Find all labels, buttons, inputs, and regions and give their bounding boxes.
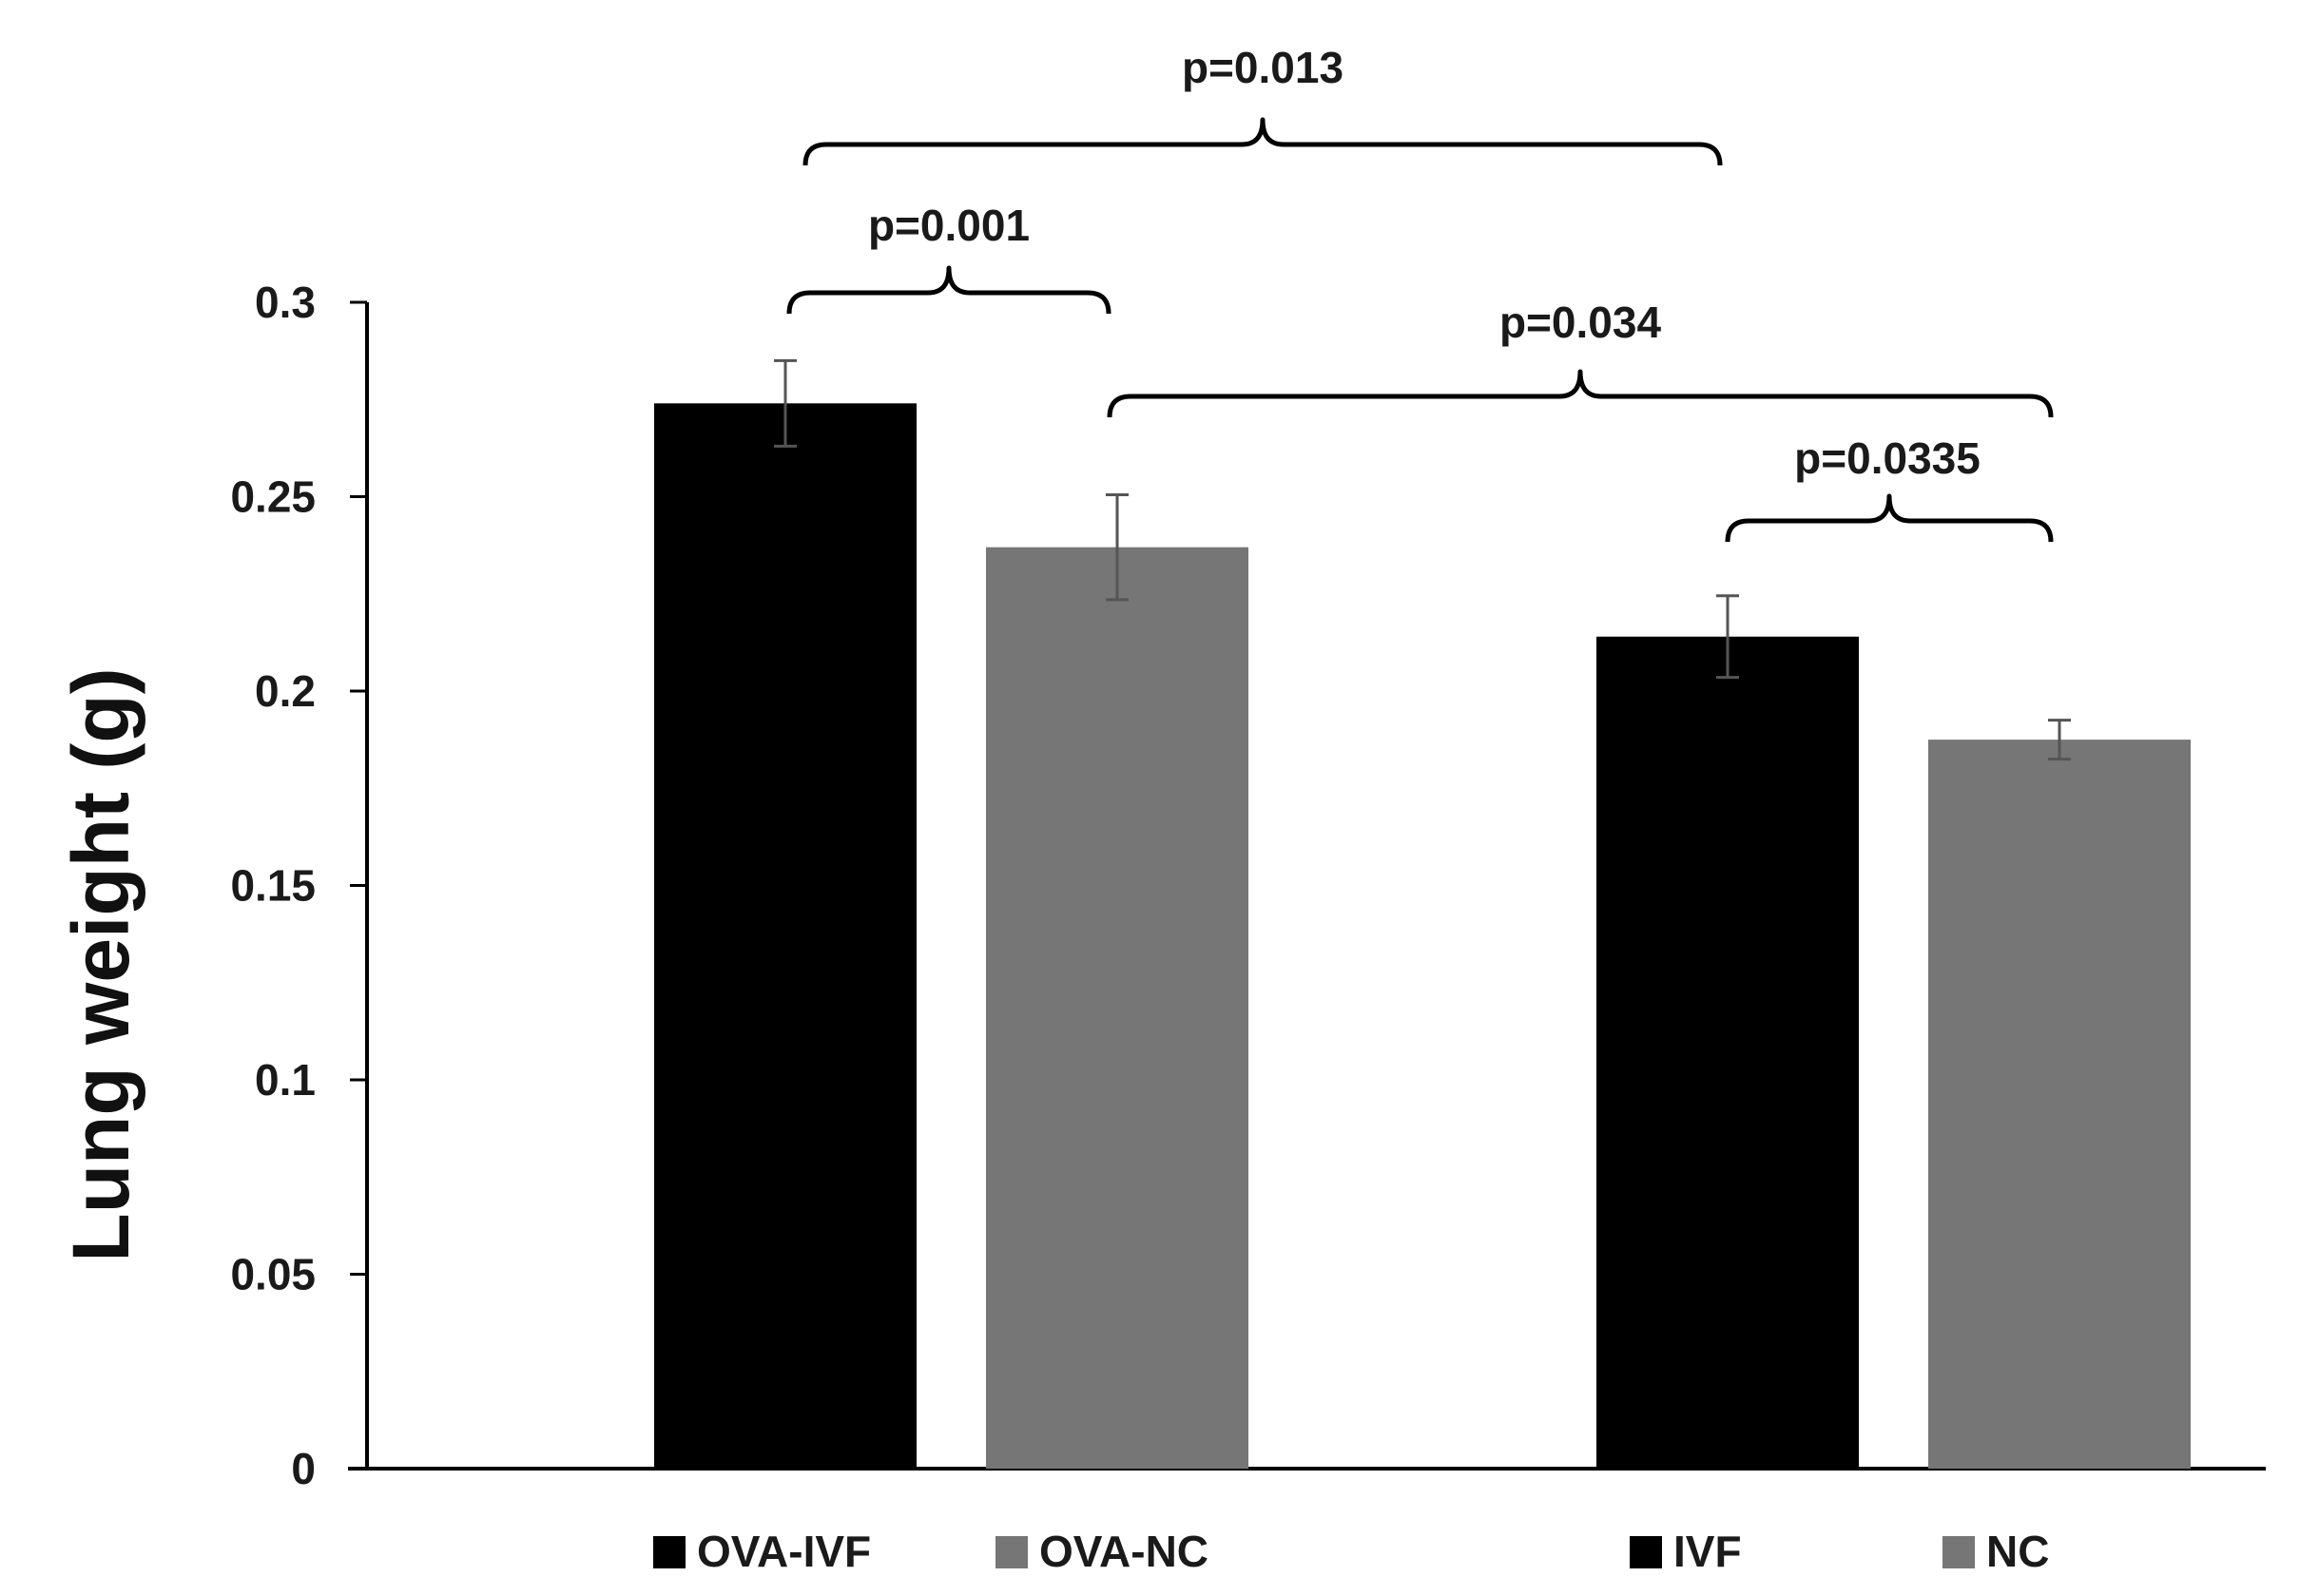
- legend-swatch-ova-ivf: [653, 1536, 686, 1568]
- y-axis-label: Lung weight (g): [56, 667, 145, 1261]
- significance-brackets: p=0.001 p=0.013 p=0.034 p=0.0335: [786, 43, 2054, 543]
- bar-nc: [1928, 740, 2191, 1469]
- bar-ova-nc: [986, 547, 1248, 1469]
- y-tick-label: 0: [291, 1444, 316, 1493]
- significance-bracket: [1107, 369, 2054, 418]
- legend-swatch-ivf: [1630, 1536, 1662, 1568]
- legend-label-ova-ivf: OVA-IVF: [697, 1527, 871, 1576]
- bars: [654, 403, 2191, 1470]
- legend-label-ivf: IVF: [1673, 1527, 1742, 1576]
- p-value-label: p=0.034: [1499, 298, 1661, 347]
- legend-swatch-nc: [1942, 1536, 1975, 1568]
- error-bars: [774, 358, 2071, 761]
- y-tick-label: 0.05: [230, 1250, 316, 1299]
- bar-ivf: [1596, 636, 1859, 1469]
- legend: OVA-IVF OVA-NC IVF NC: [653, 1527, 2049, 1576]
- y-tick-label: 0.3: [255, 278, 316, 327]
- p-value-label: p=0.0335: [1794, 433, 1981, 483]
- p-value-label: p=0.013: [1182, 43, 1343, 92]
- bar-ova-ivf: [654, 403, 917, 1470]
- y-tick-label: 0.15: [230, 861, 316, 911]
- error-bar-ova-ivf: [774, 358, 797, 448]
- y-ticks: 0 0.05 0.1 0.15 0.2 0.25 0.3: [230, 278, 367, 1493]
- y-tick-label: 0.1: [255, 1055, 316, 1105]
- significance-bracket: [1725, 493, 2054, 543]
- error-bar-ivf: [1716, 594, 1739, 680]
- y-tick-label: 0.25: [230, 472, 316, 522]
- error-bar-nc: [2048, 719, 2071, 761]
- y-tick-label: 0.2: [255, 666, 316, 716]
- legend-label-ova-nc: OVA-NC: [1039, 1527, 1208, 1576]
- significance-bracket: [802, 117, 1723, 166]
- legend-label-nc: NC: [1986, 1527, 2049, 1576]
- legend-swatch-ova-nc: [995, 1536, 1028, 1568]
- p-value-label: p=0.001: [868, 201, 1030, 250]
- error-bar-ova-nc: [1106, 492, 1129, 602]
- significance-bracket: [786, 265, 1111, 315]
